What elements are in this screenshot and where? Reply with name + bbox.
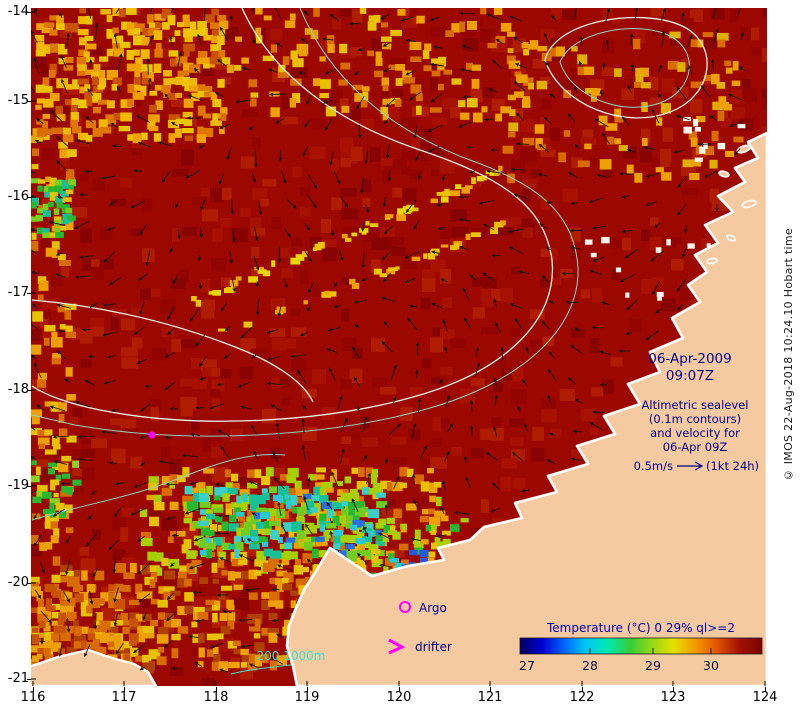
land-coastal-strip [31,648,158,686]
annotation-line: and velocity for [650,426,740,440]
axis-tick [27,293,31,294]
axis-tick [27,101,31,102]
axis-tick [582,687,583,692]
y-tick-label: -15 [7,93,29,108]
colorbar-tick-label: 30 [703,658,719,673]
colorbar-title: Temperature (°C) 0 29% ql>=2 [546,621,735,635]
contour-line [559,28,690,108]
sst-map-plot: 06-Apr-2009 09:07Z Altimetric sealevel (… [31,8,767,686]
argo-float-marker [148,431,156,439]
velocity-vectors [31,8,746,673]
land [31,131,767,686]
x-tick-label: 120 [386,690,412,705]
contour-line [31,453,286,521]
annotation-line: Altimetric sealevel [642,398,749,412]
axis-tick [399,687,400,692]
axis-tick [27,679,31,680]
x-tick-label: 123 [660,690,686,705]
axis-tick [27,390,31,391]
plot-edge-ticks [31,11,766,686]
contour-line [31,299,314,403]
islands [706,144,757,265]
axis-tick [27,12,31,13]
axis-tick [27,486,31,487]
axis-tick [33,687,34,692]
date-label: 06-Apr-2009 [648,351,731,367]
island [741,199,757,209]
axis-tick [307,687,308,692]
velocity-scale-label: 0.5m/s [634,459,673,473]
y-tick-label: -21 [7,671,29,686]
temperature-colorbar: Temperature (°C) 0 29% ql>=2 27 28 29 30 [519,621,763,673]
axis-tick [27,197,31,198]
axis-tick [490,687,491,692]
y-tick-label: -17 [7,285,29,300]
colorbar-gradient-bar [519,637,763,655]
axis-tick [124,687,125,692]
copyright-text: © IMOS 22-Aug-2018 10:24.10 Hobart time [781,228,795,482]
drifter-legend-icon [388,638,406,655]
colorbar-tick-label: 29 [645,658,661,673]
time-label: 09:07Z [666,368,714,384]
x-tick-label: 118 [203,690,229,705]
contour-line [544,16,708,119]
axis-tick [765,687,766,692]
marker-legend: Argo drifter [388,601,452,655]
island [725,234,737,242]
x-tick-label: 122 [569,690,595,705]
drifter-legend-label: drifter [415,640,452,654]
depth-legend-label: 200 1000m [257,649,326,663]
velocity-scale-suffix: (1kt 24h) [706,459,759,473]
island [706,257,718,265]
y-tick-label: -14 [7,4,29,19]
y-tick-label: -19 [7,478,29,493]
y-tick-label: -18 [7,382,29,397]
y-tick-label: -20 [7,575,29,590]
axis-tick [673,687,674,692]
colorbar-tickmarks [526,648,712,654]
argo-legend-icon [399,601,411,613]
axis-tick [27,583,31,584]
x-tick-label: 119 [294,690,320,705]
x-tick-label: 124 [752,690,778,705]
colorbar-tick-label: 28 [582,658,598,673]
x-tick-label: 116 [20,690,46,705]
velocity-scale-arrow-icon [677,461,704,471]
argo-legend-label: Argo [419,601,447,615]
axis-tick [216,687,217,692]
contour-line [31,8,579,437]
copyright-watermark: © IMOS 22-Aug-2018 10:24.10 Hobart time [776,0,800,710]
land-mainland [285,131,767,686]
y-tick-label: -16 [7,189,29,204]
annotation-line: (0.1m contours) [649,412,741,426]
annotation-line: 06-Apr 09Z [663,440,728,454]
x-tick-label: 117 [111,690,137,705]
colorbar-tick-label: 27 [519,658,535,673]
island [718,170,730,178]
x-tick-label: 121 [477,690,503,705]
contour-line [31,8,554,422]
info-block: 06-Apr-2009 09:07Z Altimetric sealevel (… [634,351,759,473]
